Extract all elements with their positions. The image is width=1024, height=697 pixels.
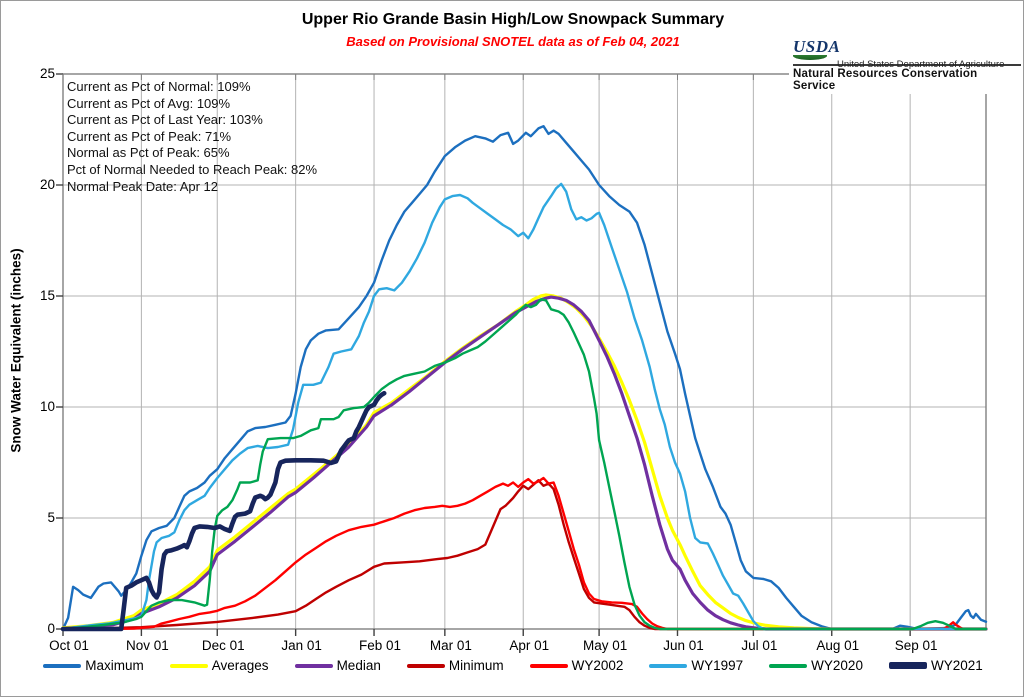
legend-item-minimum: Minimum (406, 658, 504, 673)
usda-divider (793, 64, 1021, 66)
legend-label: WY2002 (571, 658, 624, 673)
legend-line-swatch (169, 663, 208, 668)
series-line-minimum (61, 479, 988, 631)
stats-line: Pct of Normal Needed to Reach Peak: 82% (67, 161, 318, 177)
series-line-median (61, 295, 988, 631)
legend-line-swatch (294, 663, 333, 668)
x-tick-label: Oct 01 (49, 638, 89, 653)
stats-line: Normal as Pct of Peak: 65% (67, 145, 230, 161)
legend-item-maximum: Maximum (43, 658, 144, 673)
legend-label: Median (336, 658, 381, 673)
legend-item-median: Median (294, 658, 381, 673)
chart-subtitle: Based on Provisional SNOTEL data as of F… (346, 34, 680, 49)
series-line-maximum (61, 125, 988, 631)
legend-item-averages: Averages (169, 658, 269, 673)
plot-frame (62, 73, 987, 630)
legend-label: WY1997 (691, 658, 744, 673)
page-title: Upper Rio Grande Basin High/Low Snowpack… (301, 11, 725, 28)
x-tick-label: Jan 01 (281, 638, 322, 653)
legend-item-wy2021: WY2021 (888, 658, 983, 673)
y-axis-title: Snow Water Equivalent (inches) (8, 248, 24, 453)
series-line-wy1997 (61, 182, 988, 631)
y-tick-label: 10 (39, 399, 55, 414)
legend-line-swatch (43, 663, 82, 668)
legend-line-swatch (406, 663, 445, 668)
stats-line: Current as Pct of Normal: 109% (67, 79, 251, 94)
x-tick-label: Dec 01 (201, 638, 245, 653)
legend-line-swatch (769, 663, 808, 668)
stats-line: Current as Pct of Last Year: 103% (67, 112, 263, 128)
x-tick-label: Aug 01 (816, 638, 860, 653)
legend-label: Averages (211, 658, 269, 673)
series-line-wy2002 (61, 476, 988, 631)
legend-label: Minimum (448, 658, 504, 673)
legend-item-wy2020: WY2020 (769, 658, 863, 673)
stats-line: Current as Pct of Peak: 71% (67, 128, 232, 144)
x-tick-label: May 01 (582, 638, 628, 653)
y-tick-label: 0 (47, 621, 55, 636)
y-tick-label: 5 (47, 510, 55, 525)
stats-line: Normal Peak Date: Apr 12 (67, 178, 219, 194)
legend-label: WY2020 (811, 658, 863, 673)
legend-item-wy1997: WY1997 (649, 658, 743, 673)
snowpack-stats-block: Current as Pct of Normal: 109% Current as… (67, 79, 317, 195)
legend-label: WY2021 (930, 658, 983, 673)
usda-logo-text: USDA (793, 37, 841, 56)
legend-line-swatch (649, 663, 688, 668)
legend-line-swatch (888, 662, 927, 669)
legend-label: Maximum (85, 658, 144, 673)
y-tick-label: 20 (39, 177, 55, 192)
usda-agency-text: Natural Resources Conservation Service (793, 68, 978, 92)
series-line-wy2021 (60, 390, 387, 632)
usda-swoosh-icon (793, 55, 827, 60)
usda-nrcs-logo: USDA United States Department of Agricul… (789, 37, 1021, 94)
x-tick-label: Apr 01 (509, 638, 550, 653)
x-tick-label: Nov 01 (126, 638, 169, 653)
x-tick-label: Mar 01 (429, 638, 472, 653)
x-tick-label: Sep 01 (894, 638, 938, 653)
usda-department-text: United States Department of Agriculture (837, 59, 1005, 70)
series-line-wy2020 (61, 298, 988, 631)
stats-line: Current as Pct of Avg: 109% (67, 95, 231, 111)
x-tick-label: Feb 01 (359, 638, 402, 653)
y-tick-label: 15 (39, 288, 55, 303)
chart-legend: Maximum Averages Median Minimum WY2002 WY1997… (1, 658, 1023, 673)
y-tick-label: 25 (39, 66, 55, 81)
x-tick-label: Jun 01 (663, 638, 704, 653)
legend-line-swatch (529, 663, 568, 668)
legend-item-wy2002: WY2002 (529, 658, 624, 673)
x-tick-label: Jul 01 (741, 638, 778, 653)
